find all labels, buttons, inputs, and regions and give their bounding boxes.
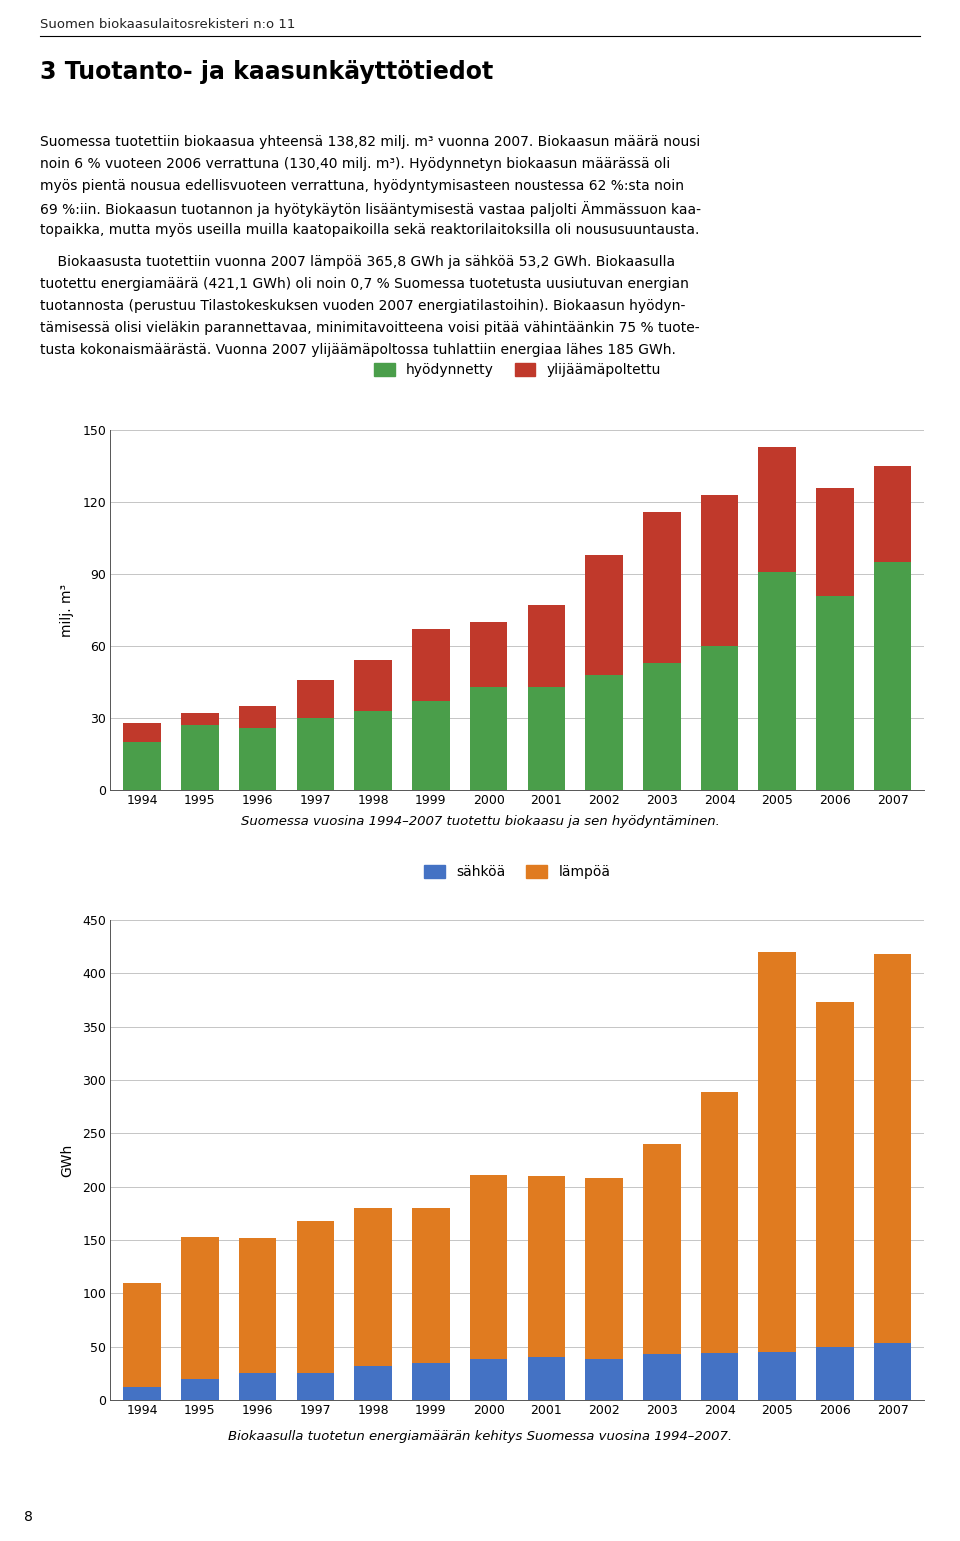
- Bar: [297, 1373, 334, 1401]
- Text: tuotannosta (perustuu Tilastokeskuksen vuoden 2007 energiatilastoihin). Biokaasu: tuotannosta (perustuu Tilastokeskuksen v…: [40, 299, 685, 313]
- Text: noin 6 % vuoteen 2006 verrattuna (130,40 milj. m³). Hyödynnetyn biokaasun määräs: noin 6 % vuoteen 2006 verrattuna (130,40…: [40, 157, 671, 171]
- Bar: [701, 1091, 738, 1353]
- Bar: [124, 743, 161, 791]
- Text: 3 Tuotanto- ja kaasunkäyttötiedot: 3 Tuotanto- ja kaasunkäyttötiedot: [40, 60, 493, 85]
- Bar: [297, 680, 334, 718]
- Bar: [354, 1365, 392, 1401]
- Bar: [586, 675, 623, 791]
- Bar: [528, 1176, 565, 1358]
- Text: tämisessä olisi vieläkin parannettavaa, minimitavoitteena voisi pitää vähintäänk: tämisessä olisi vieläkin parannettavaa, …: [40, 321, 700, 334]
- Bar: [528, 1358, 565, 1401]
- Bar: [354, 710, 392, 791]
- Bar: [181, 1379, 219, 1401]
- Bar: [758, 447, 796, 572]
- Bar: [412, 701, 449, 791]
- Bar: [412, 1362, 449, 1401]
- Text: Suomessa tuotettiin biokaasua yhteensä 138,82 milj. m³ vuonna 2007. Biokaasun mä: Suomessa tuotettiin biokaasua yhteensä 1…: [40, 136, 701, 149]
- Bar: [758, 572, 796, 791]
- Bar: [816, 1002, 853, 1347]
- Text: myös pientä nousua edellisvuoteen verrattuna, hyödyntymisasteen noustessa 62 %:s: myös pientä nousua edellisvuoteen verrat…: [40, 179, 684, 193]
- Bar: [354, 661, 392, 710]
- Bar: [124, 723, 161, 743]
- Bar: [874, 562, 911, 791]
- Legend: sähköä, lämpöä: sähköä, lämpöä: [419, 860, 616, 885]
- Bar: [586, 1179, 623, 1359]
- Bar: [528, 606, 565, 687]
- Bar: [874, 954, 911, 1344]
- Bar: [643, 1143, 681, 1355]
- Text: tuotettu energiamäärä (421,1 GWh) oli noin 0,7 % Suomessa tuotetusta uusiutuvan : tuotettu energiamäärä (421,1 GWh) oli no…: [40, 277, 689, 291]
- Bar: [412, 1208, 449, 1362]
- Bar: [412, 629, 449, 701]
- Bar: [469, 687, 507, 791]
- Bar: [469, 623, 507, 687]
- Bar: [239, 1373, 276, 1401]
- Bar: [643, 663, 681, 791]
- Bar: [701, 1353, 738, 1401]
- Bar: [816, 596, 853, 791]
- Bar: [586, 1359, 623, 1401]
- Bar: [124, 1282, 161, 1387]
- Bar: [239, 706, 276, 727]
- Legend: hyödynnetty, ylijäämäpoltettu: hyödynnetty, ylijäämäpoltettu: [369, 358, 666, 382]
- Bar: [297, 718, 334, 791]
- Bar: [643, 1355, 681, 1401]
- Text: Biokaasusta tuotettiin vuonna 2007 lämpöä 365,8 GWh ja sähköä 53,2 GWh. Biokaasu: Biokaasusta tuotettiin vuonna 2007 lämpö…: [40, 254, 676, 270]
- Text: Suomen biokaasulaitosrekisteri n:o 11: Suomen biokaasulaitosrekisteri n:o 11: [40, 18, 296, 31]
- Text: Biokaasulla tuotetun energiamäärän kehitys Suomessa vuosina 1994–2007.: Biokaasulla tuotetun energiamäärän kehit…: [228, 1430, 732, 1442]
- Bar: [643, 512, 681, 663]
- Y-axis label: GWh: GWh: [60, 1143, 74, 1177]
- Bar: [528, 687, 565, 791]
- Text: Suomessa vuosina 1994–2007 tuotettu biokaasu ja sen hyödyntäminen.: Suomessa vuosina 1994–2007 tuotettu biok…: [241, 815, 719, 828]
- Text: tusta kokonaismäärästä. Vuonna 2007 ylijäämäpoltossa tuhlattiin energiaa lähes 1: tusta kokonaismäärästä. Vuonna 2007 ylij…: [40, 344, 676, 358]
- Text: topaikka, mutta myös useilla muilla kaatopaikoilla sekä reaktorilaitoksilla oli : topaikka, mutta myös useilla muilla kaat…: [40, 223, 700, 237]
- Bar: [701, 646, 738, 791]
- Bar: [701, 495, 738, 646]
- Bar: [816, 1347, 853, 1401]
- Bar: [239, 727, 276, 791]
- Bar: [874, 1344, 911, 1401]
- Bar: [874, 465, 911, 562]
- Bar: [181, 726, 219, 791]
- Bar: [758, 1351, 796, 1401]
- Text: 69 %:iin. Biokaasun tuotannon ja hyötykäytön lisääntymisestä vastaa paljolti Ämm: 69 %:iin. Biokaasun tuotannon ja hyötykä…: [40, 200, 702, 217]
- Bar: [297, 1220, 334, 1373]
- Y-axis label: milj. m³: milj. m³: [60, 584, 74, 636]
- Bar: [181, 713, 219, 726]
- Text: 8: 8: [24, 1510, 33, 1524]
- Bar: [758, 952, 796, 1351]
- Bar: [469, 1359, 507, 1401]
- Bar: [816, 487, 853, 596]
- Bar: [586, 555, 623, 675]
- Bar: [354, 1208, 392, 1365]
- Bar: [469, 1174, 507, 1359]
- Bar: [124, 1387, 161, 1401]
- Bar: [239, 1237, 276, 1373]
- Bar: [181, 1237, 219, 1379]
